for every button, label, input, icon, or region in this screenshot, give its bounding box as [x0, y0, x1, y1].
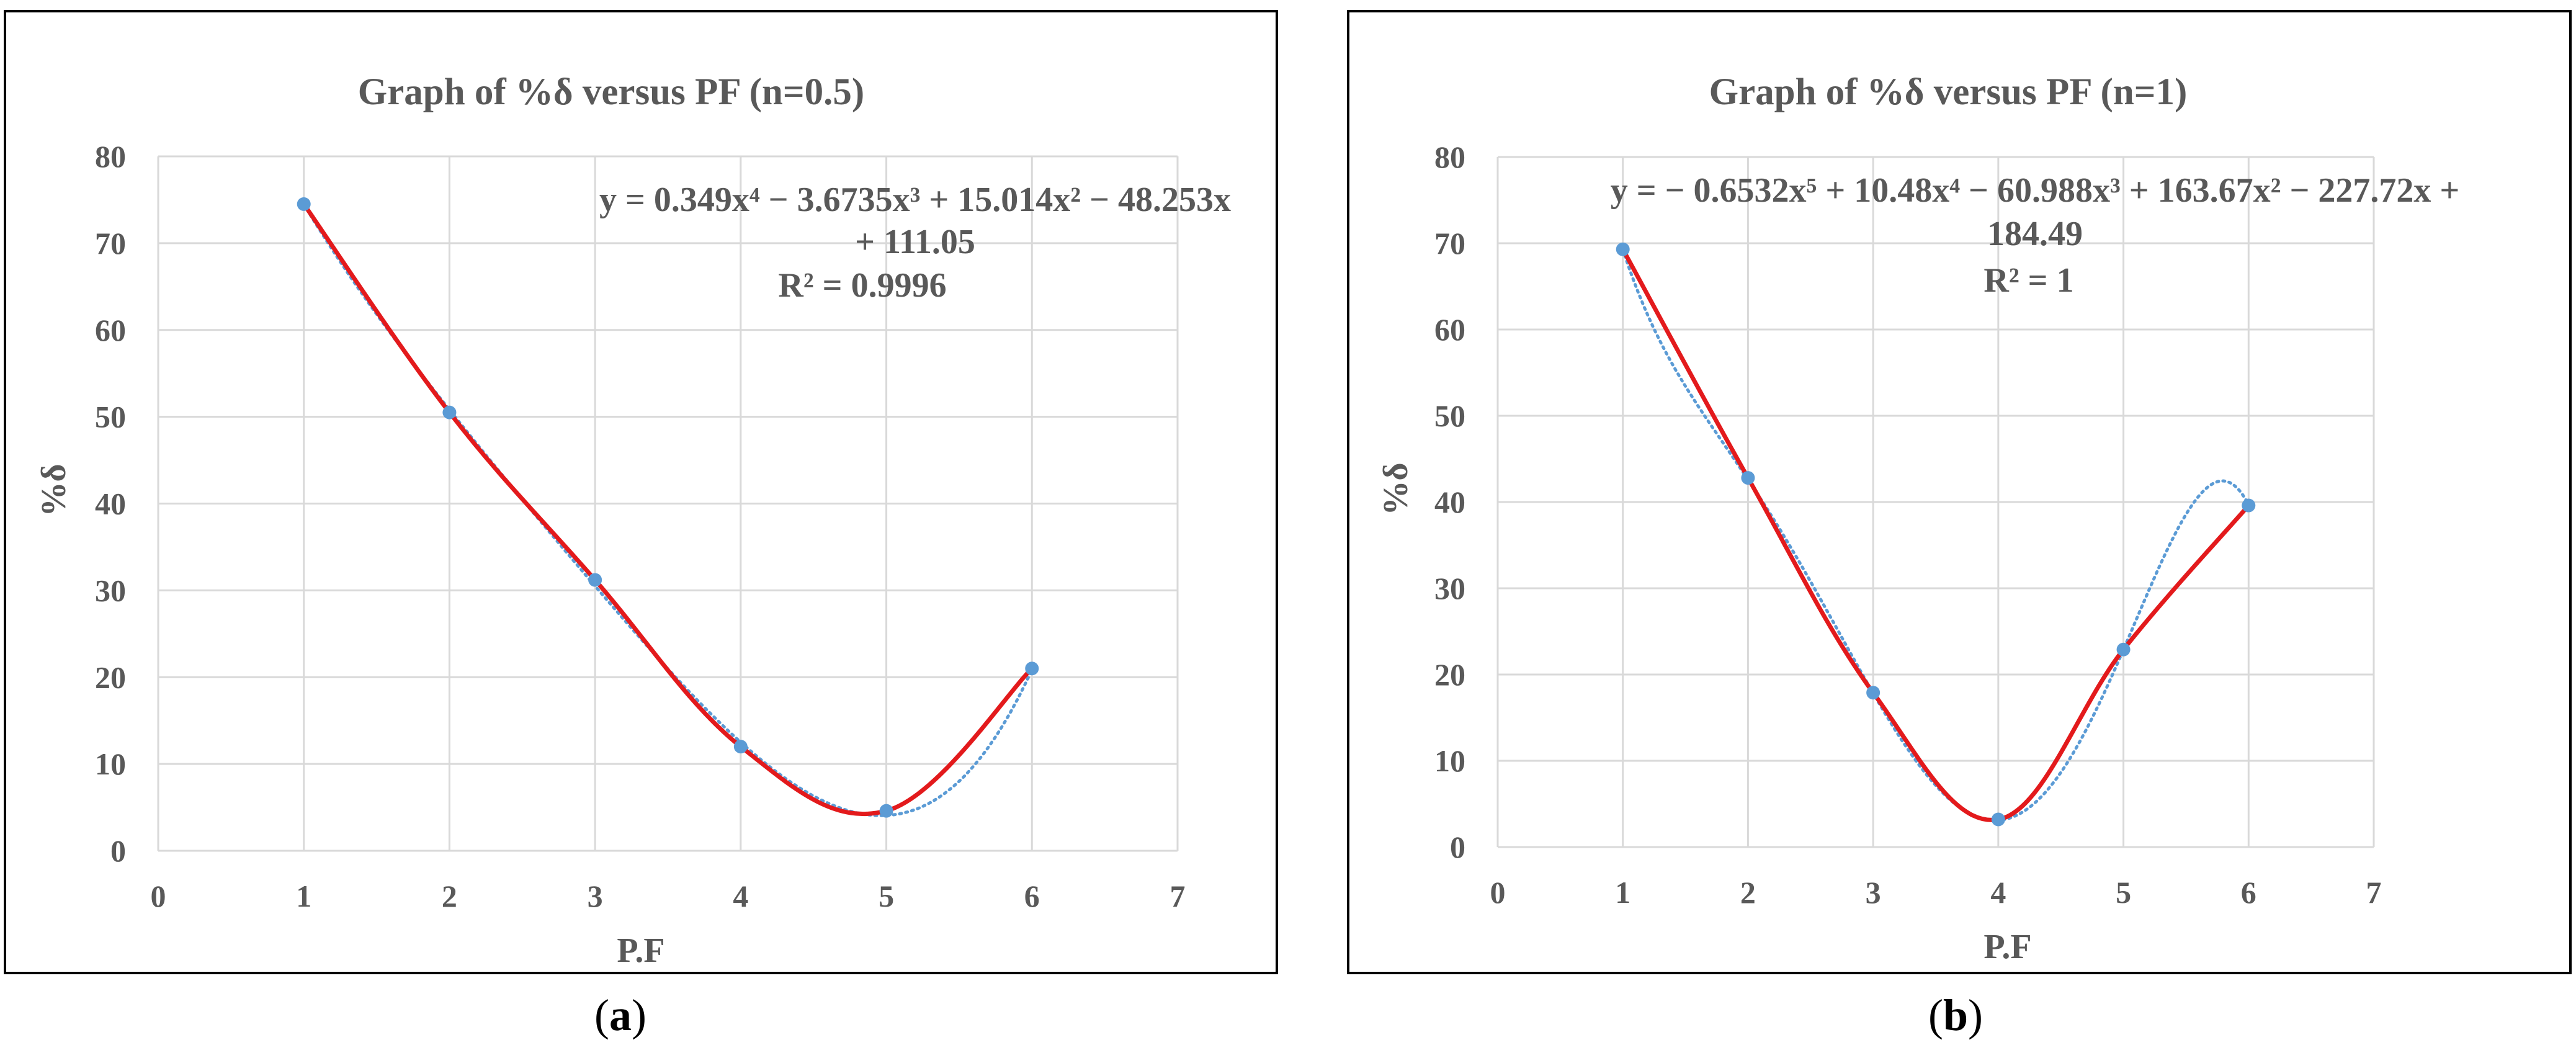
x-tick-label-b: 4: [1990, 875, 2006, 910]
y-axis-ticks-b: 0 10 20 30 40 50 60 70 80: [1434, 140, 1465, 864]
x-tick-label-a: 1: [296, 879, 311, 913]
data-point-a: [1025, 662, 1039, 676]
y-axis-label-a: %δ: [35, 464, 73, 516]
data-point-b: [1991, 812, 2005, 827]
chart-frame-a: [4, 10, 1278, 974]
y-tick-label-a: 50: [95, 400, 126, 434]
data-point-a: [297, 197, 311, 211]
gridlines-b: [1496, 156, 2375, 848]
y-tick-label-a: 60: [95, 313, 126, 348]
x-tick-label-a: 3: [588, 879, 603, 913]
y-tick-label-b: 40: [1434, 485, 1465, 519]
markers-b: [1616, 242, 2256, 827]
panel-caption-a: (a): [594, 990, 646, 1040]
chart-title-b: Graph of %δ versus PF (n=1): [1709, 71, 2188, 113]
series-line-a: [302, 202, 1034, 816]
x-tick-label-a: 0: [151, 879, 166, 913]
trendline-r2-a: R² = 0.9996: [778, 266, 946, 305]
data-point-a: [442, 405, 457, 419]
trendline-equation-b-line1: y = − 0.6532x⁵ + 10.48x⁴ − 60.988x³ + 16…: [1611, 171, 2460, 210]
data-point-a: [879, 804, 893, 818]
x-tick-label-a: 4: [733, 879, 748, 913]
x-axis-ticks-b: 0 1 2 3 4 5 6 7: [1490, 875, 2382, 910]
y-tick-label-b: 10: [1434, 743, 1465, 778]
x-tick-label-b: 6: [2241, 875, 2256, 910]
y-tick-label-a: 10: [95, 747, 126, 781]
y-tick-label-b: 30: [1434, 571, 1465, 606]
panel-caption-a-letter: a: [609, 990, 632, 1040]
trendline-b: [1621, 248, 2250, 822]
chart-panel-b: Graph of %δ versus PF (n=1) 010203040506…: [1347, 10, 2572, 974]
chart-frame-b: [1347, 10, 2572, 974]
x-tick-label-b: 7: [2366, 875, 2382, 910]
y-tick-label-b: 70: [1434, 226, 1465, 261]
y-tick-label-a: 20: [95, 660, 126, 694]
data-point-b: [1741, 471, 1755, 485]
y-tick-label-b: 60: [1434, 312, 1465, 347]
trendline-equation-a-line2: + 111.05: [855, 223, 975, 261]
x-tick-label-b: 2: [1740, 875, 1756, 910]
x-tick-label-b: 1: [1615, 875, 1630, 910]
panel-caption-b: (b): [1928, 990, 1983, 1040]
x-tick-label-a: 7: [1170, 879, 1186, 913]
series-line-b: [1621, 248, 2250, 822]
data-point-a: [588, 573, 602, 587]
y-tick-label-b: 80: [1434, 140, 1465, 174]
y-tick-label-a: 80: [95, 139, 126, 174]
y-tick-label-a: 30: [95, 573, 126, 608]
trendline-equation-a-line1: y = 0.349x⁴ − 3.6735x³ + 15.014x² − 48.2…: [599, 181, 1231, 219]
data-point-b: [1866, 686, 1881, 700]
y-tick-label-a: 40: [95, 487, 126, 521]
chart-title-a: Graph of %δ versus PF (n=0.5): [358, 71, 864, 113]
x-axis-label-a: P.F: [617, 931, 664, 970]
data-point-b: [2116, 642, 2131, 657]
x-tick-label-a: 5: [879, 879, 894, 913]
x-tick-label-a: 2: [442, 879, 457, 913]
x-tick-label-a: 6: [1024, 879, 1040, 913]
x-axis-ticks-a: 0 1 2 3 4 5 6 7: [151, 879, 1186, 913]
x-tick-label-b: 3: [1866, 875, 1881, 910]
x-tick-label-b: 5: [2116, 875, 2131, 910]
x-axis-label-b: P.F: [1983, 928, 2031, 966]
y-axis-label-b: %δ: [1377, 462, 1415, 515]
y-tick-label-b: 50: [1434, 398, 1465, 433]
data-point-b: [1616, 242, 1630, 256]
panel-caption-b-letter: b: [1943, 990, 1968, 1040]
y-tick-label-b: 20: [1434, 657, 1465, 692]
data-point-a: [733, 740, 748, 754]
trendline-equation-b-line2: 184.49: [1987, 215, 2083, 253]
markers-a: [297, 197, 1039, 818]
gridlines-a: [157, 155, 1179, 852]
y-tick-label-a: 0: [110, 833, 126, 868]
trendline-r2-b: R² = 1: [1983, 261, 2073, 300]
y-tick-label-a: 70: [95, 226, 126, 261]
x-tick-label-b: 0: [1490, 875, 1506, 910]
data-point-b: [2242, 498, 2256, 513]
y-axis-ticks-a: 0 10 20 30 40 50 60 70 80: [95, 139, 126, 868]
y-tick-label-b: 0: [1450, 830, 1465, 864]
chart-panel-a: Graph of %δ versus PF (n=0.5) 0102030405…: [4, 10, 1278, 974]
